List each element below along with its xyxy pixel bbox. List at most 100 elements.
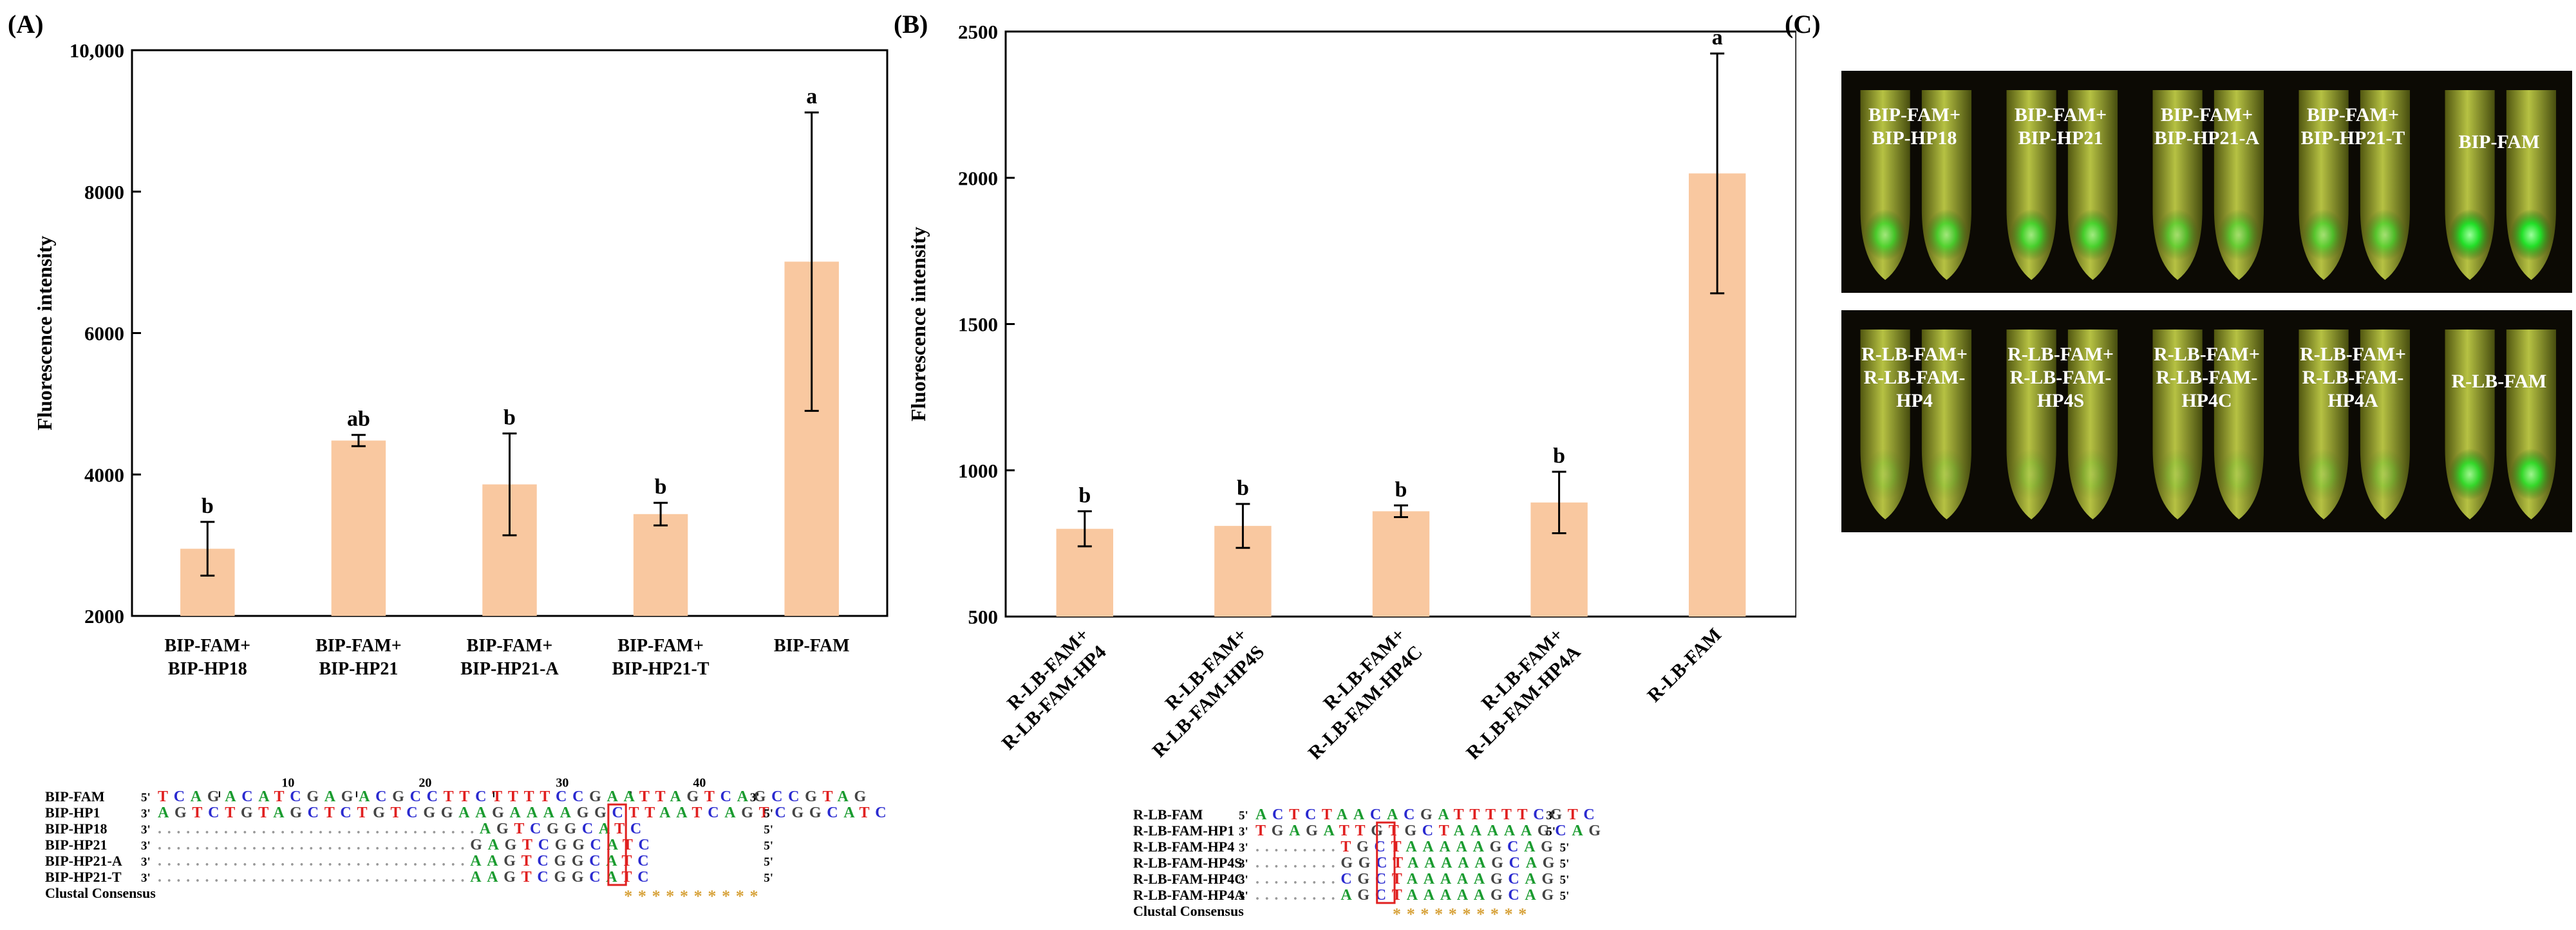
alignment-sequence: ..................................AGTCGG…	[158, 821, 647, 837]
tube-fluorescence	[2510, 449, 2552, 500]
highlight-box	[607, 803, 627, 886]
x-tick-label: R-LB-FAM+R-LB-FAM-HP4	[981, 624, 1111, 754]
x-tick-label: R-LB-FAM+R-LB-FAM-HP4C	[1287, 624, 1427, 759]
ruler-number: 40	[693, 776, 706, 790]
x-tick-label: R-LB-FAM+R-LB-FAM-HP4S	[1131, 624, 1269, 759]
y-tick-label: 500	[968, 606, 999, 628]
significance-letter: a	[1712, 26, 1723, 50]
y-tick-label: 4000	[84, 463, 124, 486]
significance-letter: b	[202, 494, 214, 518]
y-tick-label: 1500	[958, 313, 998, 336]
y-axis-label: Fluorescence intensity	[907, 227, 930, 421]
alignment-row-name: R-LB-FAM-HP1	[1133, 823, 1234, 839]
alignment-prime-5: 3'	[141, 807, 151, 821]
tube-fluorescence	[2364, 209, 2406, 261]
alignment-prime-5: 3'	[141, 871, 151, 885]
sequence-alignment-a: 10 20 30 40 BIP-FAM 5' TCAGACATCGAGACGCCTTCTTT…	[45, 776, 892, 906]
tube-fluorescence	[2010, 449, 2053, 500]
alignment-sequence: .........GGCTAAAAAGCAG	[1255, 855, 1560, 871]
tube-label: BIP-FAM+ BIP-HP21-A	[2154, 104, 2260, 149]
y-tick-label: 10,000	[70, 39, 124, 62]
tube-label: BIP-FAM	[2458, 131, 2539, 153]
panel-label-c: (C)	[1785, 10, 1821, 39]
alignment-sequence: AGTCTGTAGCTCTGTCGGAAGAAAAGGCTTAATCAGTCGG…	[158, 804, 892, 821]
significance-letter: b	[1078, 483, 1091, 507]
sequence-alignment-b: R-LB-FAM 5' ACTCTAACACGATTTTTCGTC3'R-LB-FA…	[1133, 806, 1606, 924]
alignment-row-name: BIP-FAM	[45, 788, 105, 804]
y-axis-label: Fluorescence intensity	[33, 236, 56, 430]
x-tick-label: BIP-FAM+ BIP-HP21-T	[612, 636, 710, 679]
tube-fluorescence	[2218, 449, 2260, 500]
tube-fluorescence	[2156, 209, 2199, 261]
significance-letter: b	[1553, 444, 1565, 468]
tube-fluorescence	[2072, 449, 2114, 500]
alignment-sequence: .................................AAGTCGG…	[158, 869, 654, 886]
tube-photo-bottom: R-LB-FAM+ R-LB-FAM-HP4 R-LB-FAM+ R-LB-FAM-H…	[1841, 310, 2572, 532]
panel-label-a: (A)	[8, 10, 44, 39]
alignment-sequence: .........AGCTAAAAAGCAG	[1255, 887, 1559, 904]
alignment-prime-3: 5'	[764, 855, 773, 869]
tube-fluorescence	[1864, 209, 1906, 261]
y-tick-label: 1000	[958, 460, 998, 482]
tube-label: BIP-FAM+ BIP-HP21	[2015, 104, 2107, 149]
bar	[633, 514, 688, 616]
tube-fluorescence	[2510, 209, 2552, 261]
tube-fluorescence	[2302, 209, 2345, 261]
alignment-prime-3: 3'	[750, 791, 760, 804]
alignment-prime-3: 5'	[1560, 841, 1570, 855]
alignment-prime-5: 3'	[1239, 889, 1248, 903]
alignment-sequence: ACTCTAACACGATTTTTCGTC	[1255, 806, 1600, 823]
alignment-sequence: TGAGATTGTGCTAAAAAGCAG	[1255, 823, 1606, 839]
alignment-prime-5: 3'	[1239, 841, 1248, 855]
alignment-sequence: .........CGCTAAAAAGCAG	[1255, 871, 1559, 888]
consensus-label: Clustal Consensus	[1133, 903, 1244, 919]
significance-letter: b	[1237, 476, 1249, 500]
tube-label: R-LB-FAM+ R-LB-FAM-HP4S	[2007, 344, 2114, 411]
alignment-prime-3: 5'	[764, 871, 773, 885]
alignment-prime-3: 5'	[1560, 873, 1570, 887]
alignment-prime-5: 5'	[141, 791, 151, 804]
alignment-prime-3: 5'	[764, 839, 773, 853]
alignment-prime-3: 5'	[1560, 857, 1570, 871]
alignment-prime-3: 5'	[1546, 825, 1556, 839]
highlight-box	[1376, 821, 1396, 904]
alignment-row-name: R-LB-FAM-HP4C	[1133, 871, 1245, 887]
tube-label: BIP-FAM+ BIP-HP21-T	[2301, 104, 2405, 149]
alignment-row-name: BIP-HP21-T	[45, 869, 122, 885]
tube-label: R-LB-FAM+ R-LB-FAM-HP4C	[2154, 344, 2260, 411]
y-tick-label: 8000	[84, 181, 124, 203]
alignment-prime-5: 5'	[1239, 809, 1248, 823]
tube-fluorescence	[2010, 209, 2053, 261]
alignment-prime-5: 3'	[141, 823, 151, 837]
x-tick-label: BIP-FAM	[774, 636, 850, 656]
significance-letter: b	[503, 406, 516, 430]
alignment-prime-5: 3'	[141, 855, 151, 869]
consensus-marks: **********	[624, 887, 764, 906]
alignment-prime-5: 3'	[141, 839, 151, 853]
tube-fluorescence	[1926, 449, 1968, 500]
y-tick-label: 2000	[958, 167, 998, 189]
alignment-prime-5: 3'	[1239, 857, 1248, 871]
x-tick-label: R-LB-FAM+R-LB-FAM-HP4A	[1445, 624, 1584, 759]
x-tick-label: BIP-FAM+ BIP-HP21	[315, 636, 402, 679]
bar-chart-b: 500 1000 1500 2000 2500 Fluorescence intensit…	[907, 21, 1796, 759]
tube-photo-top: BIP-FAM+ BIP-HP18 BIP-FAM+ BIP-HP21 BIP-FAM+…	[1841, 71, 2572, 293]
y-tick-label: 6000	[84, 322, 124, 345]
bar	[331, 440, 386, 616]
x-tick-label: R-LB-FAM	[1643, 624, 1725, 707]
alignment-row-name: R-LB-FAM-HP4A	[1133, 887, 1245, 903]
ruler-number: 10	[281, 776, 294, 790]
alignment-prime-3: 5'	[1560, 889, 1570, 903]
y-tick-label: 2500	[958, 21, 998, 43]
x-tick-label: BIP-FAM+ BIP-HP18	[164, 636, 250, 679]
alignment-row-name: BIP-HP18	[45, 821, 108, 837]
significance-letter: b	[1395, 478, 1407, 501]
tube-fluorescence	[2302, 449, 2345, 500]
tube-fluorescence	[2072, 209, 2114, 261]
alignment-sequence: .................................AAGTCGG…	[158, 853, 654, 870]
alignment-row-name: BIP-HP21	[45, 837, 108, 853]
alignment-prime-3: 5'	[764, 823, 773, 837]
significance-letter: ab	[347, 407, 370, 431]
panel-label-b: (B)	[894, 10, 928, 39]
alignment-row-name: R-LB-FAM-HP4	[1133, 839, 1234, 855]
